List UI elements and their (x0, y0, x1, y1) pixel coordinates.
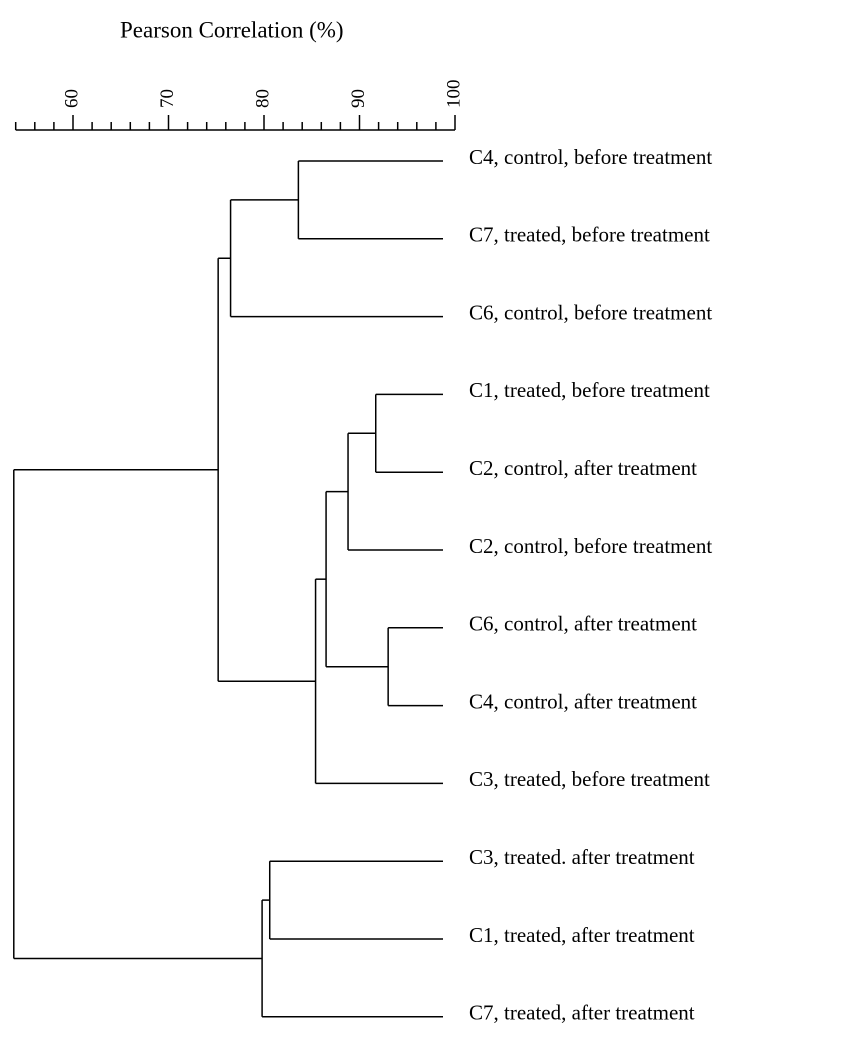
leaf-label: C2, control, before treatment (469, 534, 712, 558)
x-tick-label: 90 (348, 89, 369, 108)
leaf-label: C2, control, after treatment (469, 456, 697, 480)
leaf-label: C7, treated, before treatment (469, 223, 710, 247)
x-tick-label: 70 (157, 89, 178, 108)
x-tick-label: 100 (443, 80, 464, 109)
x-tick-label: 60 (61, 89, 82, 108)
leaf-label: C1, treated, after treatment (469, 923, 695, 947)
leaf-label: C4, control, after treatment (469, 689, 697, 713)
chart-title: Pearson Correlation (%) (120, 17, 344, 42)
leaf-label: C1, treated, before treatment (469, 378, 710, 402)
leaf-label: C3, treated, before treatment (469, 767, 710, 791)
leaf-label: C6, control, after treatment (469, 612, 697, 636)
leaf-label: C3, treated. after treatment (469, 845, 695, 869)
leaf-label: C4, control, before treatment (469, 145, 712, 169)
leaf-label: C6, control, before treatment (469, 300, 712, 324)
leaf-label: C7, treated, after treatment (469, 1001, 695, 1025)
x-tick-label: 80 (252, 89, 273, 108)
